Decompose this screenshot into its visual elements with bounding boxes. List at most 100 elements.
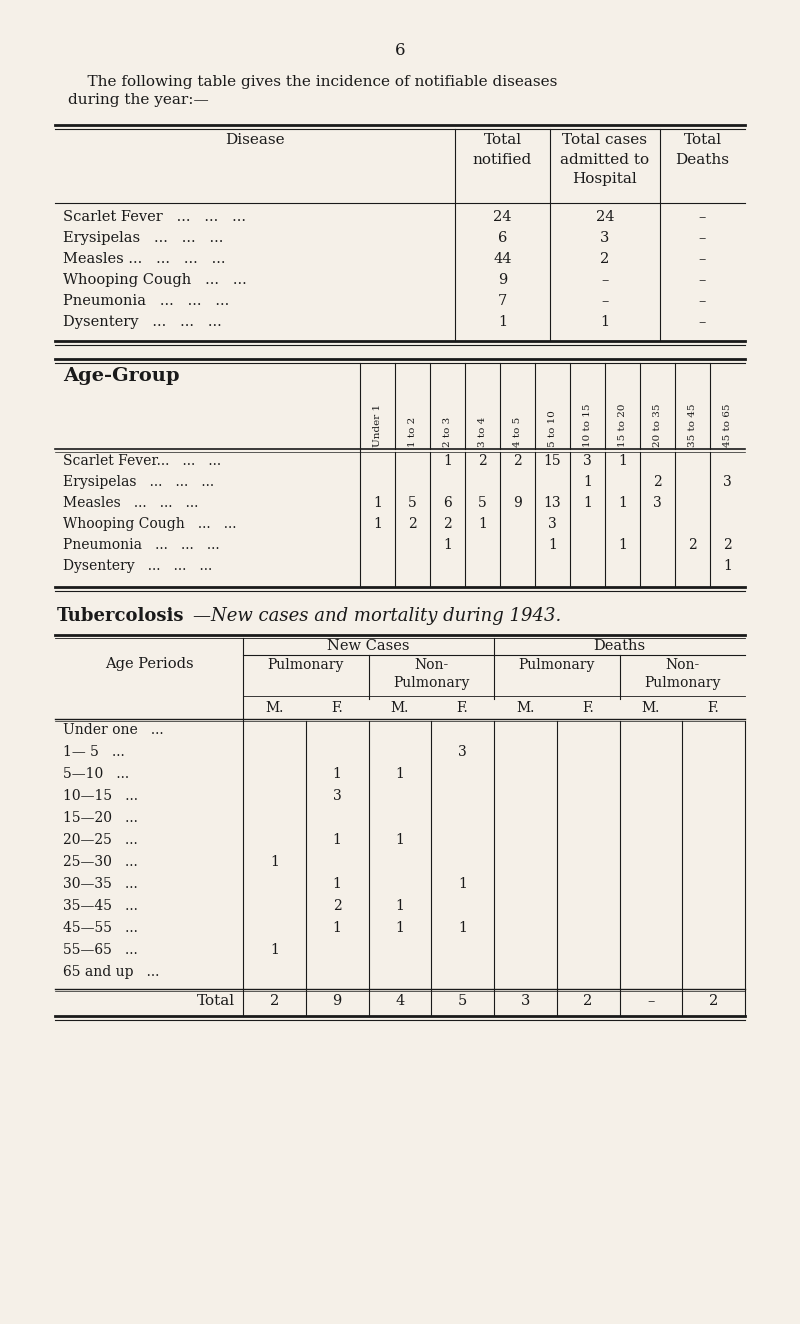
Text: 1— 5   ...: 1— 5 ...: [63, 745, 125, 759]
Text: 2: 2: [478, 454, 487, 467]
Text: 1: 1: [333, 922, 342, 935]
Text: –: –: [699, 273, 706, 287]
Text: 1: 1: [458, 922, 467, 935]
Text: 1: 1: [395, 833, 404, 847]
Text: New Cases: New Cases: [327, 639, 410, 653]
Text: Whooping Cough   ...   ...: Whooping Cough ... ...: [63, 516, 237, 531]
Text: 1: 1: [373, 516, 382, 531]
Text: 44: 44: [494, 252, 512, 266]
Text: Erysipelas   ...   ...   ...: Erysipelas ... ... ...: [63, 230, 223, 245]
Text: –: –: [699, 315, 706, 328]
Text: 1: 1: [583, 496, 592, 510]
Text: 1: 1: [618, 496, 627, 510]
Text: Pulmonary: Pulmonary: [267, 658, 344, 673]
Text: 25—30   ...: 25—30 ...: [63, 855, 138, 869]
Text: Tubercolosis: Tubercolosis: [57, 606, 185, 625]
Text: 65 and up   ...: 65 and up ...: [63, 965, 159, 978]
Text: Scarlet Fever   ...   ...   ...: Scarlet Fever ... ... ...: [63, 211, 246, 224]
Text: 2: 2: [600, 252, 610, 266]
Text: 1: 1: [373, 496, 382, 510]
Text: 1: 1: [443, 454, 452, 467]
Text: The following table gives the incidence of notifiable diseases: The following table gives the incidence …: [68, 75, 558, 89]
Text: Pulmonary: Pulmonary: [518, 658, 595, 673]
Text: Dysentery   ...   ...   ...: Dysentery ... ... ...: [63, 315, 222, 328]
Text: 10 to 15: 10 to 15: [583, 404, 592, 448]
Text: Erysipelas   ...   ...   ...: Erysipelas ... ... ...: [63, 475, 214, 489]
Text: 2: 2: [709, 994, 718, 1008]
Text: 1: 1: [333, 876, 342, 891]
Text: 6: 6: [443, 496, 452, 510]
Text: 1: 1: [498, 315, 507, 328]
Text: 45—55   ...: 45—55 ...: [63, 922, 138, 935]
Text: Dysentery   ...   ...   ...: Dysentery ... ... ...: [63, 559, 212, 573]
Text: 6: 6: [394, 42, 406, 60]
Text: 1: 1: [478, 516, 487, 531]
Text: 2: 2: [443, 516, 452, 531]
Text: Under 1: Under 1: [373, 404, 382, 448]
Text: 5: 5: [458, 994, 467, 1008]
Text: 3: 3: [653, 496, 662, 510]
Text: 1: 1: [548, 538, 557, 552]
Text: Pneumonia   ...   ...   ...: Pneumonia ... ... ...: [63, 538, 220, 552]
Text: M.: M.: [642, 700, 660, 715]
Text: 24: 24: [494, 211, 512, 224]
Text: 2: 2: [653, 475, 662, 489]
Text: Pneumonia   ...   ...   ...: Pneumonia ... ... ...: [63, 294, 230, 308]
Text: –: –: [699, 211, 706, 224]
Text: 1: 1: [333, 767, 342, 781]
Text: M.: M.: [390, 700, 409, 715]
Text: 35 to 45: 35 to 45: [688, 404, 697, 448]
Text: 30—35   ...: 30—35 ...: [63, 876, 138, 891]
Text: —New cases and mortality during 1943.: —New cases and mortality during 1943.: [193, 606, 562, 625]
Text: 3: 3: [600, 230, 610, 245]
Text: 20 to 35: 20 to 35: [653, 404, 662, 448]
Text: 10—15   ...: 10—15 ...: [63, 789, 138, 802]
Text: 1: 1: [618, 454, 627, 467]
Text: Total cases
admitted to
Hospital: Total cases admitted to Hospital: [561, 132, 650, 185]
Text: Age Periods: Age Periods: [105, 657, 194, 671]
Text: –: –: [602, 273, 609, 287]
Text: M.: M.: [516, 700, 534, 715]
Text: 1: 1: [458, 876, 467, 891]
Text: 9: 9: [513, 496, 522, 510]
Text: 6: 6: [498, 230, 507, 245]
Text: –: –: [699, 230, 706, 245]
Text: Scarlet Fever...   ...   ...: Scarlet Fever... ... ...: [63, 454, 221, 467]
Text: 45 to 65: 45 to 65: [723, 404, 732, 448]
Text: 7: 7: [498, 294, 507, 308]
Text: 3: 3: [583, 454, 592, 467]
Text: 3: 3: [521, 994, 530, 1008]
Text: Measles ...   ...   ...   ...: Measles ... ... ... ...: [63, 252, 226, 266]
Text: 1: 1: [723, 559, 732, 573]
Text: 3: 3: [723, 475, 732, 489]
Text: 1: 1: [618, 538, 627, 552]
Text: 2: 2: [270, 994, 279, 1008]
Text: 2: 2: [513, 454, 522, 467]
Text: Under one   ...: Under one ...: [63, 723, 164, 737]
Text: 1: 1: [333, 833, 342, 847]
Text: 9: 9: [333, 994, 342, 1008]
Text: 1 to 2: 1 to 2: [408, 417, 417, 448]
Text: 2: 2: [333, 899, 342, 914]
Text: 1: 1: [601, 315, 610, 328]
Text: Total
notified: Total notified: [473, 132, 532, 167]
Text: F.: F.: [582, 700, 594, 715]
Text: 1: 1: [270, 943, 279, 957]
Text: 3: 3: [458, 745, 467, 759]
Text: Measles   ...   ...   ...: Measles ... ... ...: [63, 496, 198, 510]
Text: during the year:—: during the year:—: [68, 93, 209, 107]
Text: –: –: [647, 994, 654, 1008]
Text: 24: 24: [596, 211, 614, 224]
Text: 3: 3: [548, 516, 557, 531]
Text: 2: 2: [408, 516, 417, 531]
Text: 1: 1: [395, 922, 404, 935]
Text: F.: F.: [457, 700, 469, 715]
Text: 2: 2: [583, 994, 593, 1008]
Text: 15 to 20: 15 to 20: [618, 404, 627, 448]
Text: Deaths: Deaths: [594, 639, 646, 653]
Text: Total: Total: [197, 994, 235, 1008]
Text: 5—10   ...: 5—10 ...: [63, 767, 129, 781]
Text: Age-Group: Age-Group: [63, 367, 179, 385]
Text: 5: 5: [408, 496, 417, 510]
Text: 4: 4: [395, 994, 405, 1008]
